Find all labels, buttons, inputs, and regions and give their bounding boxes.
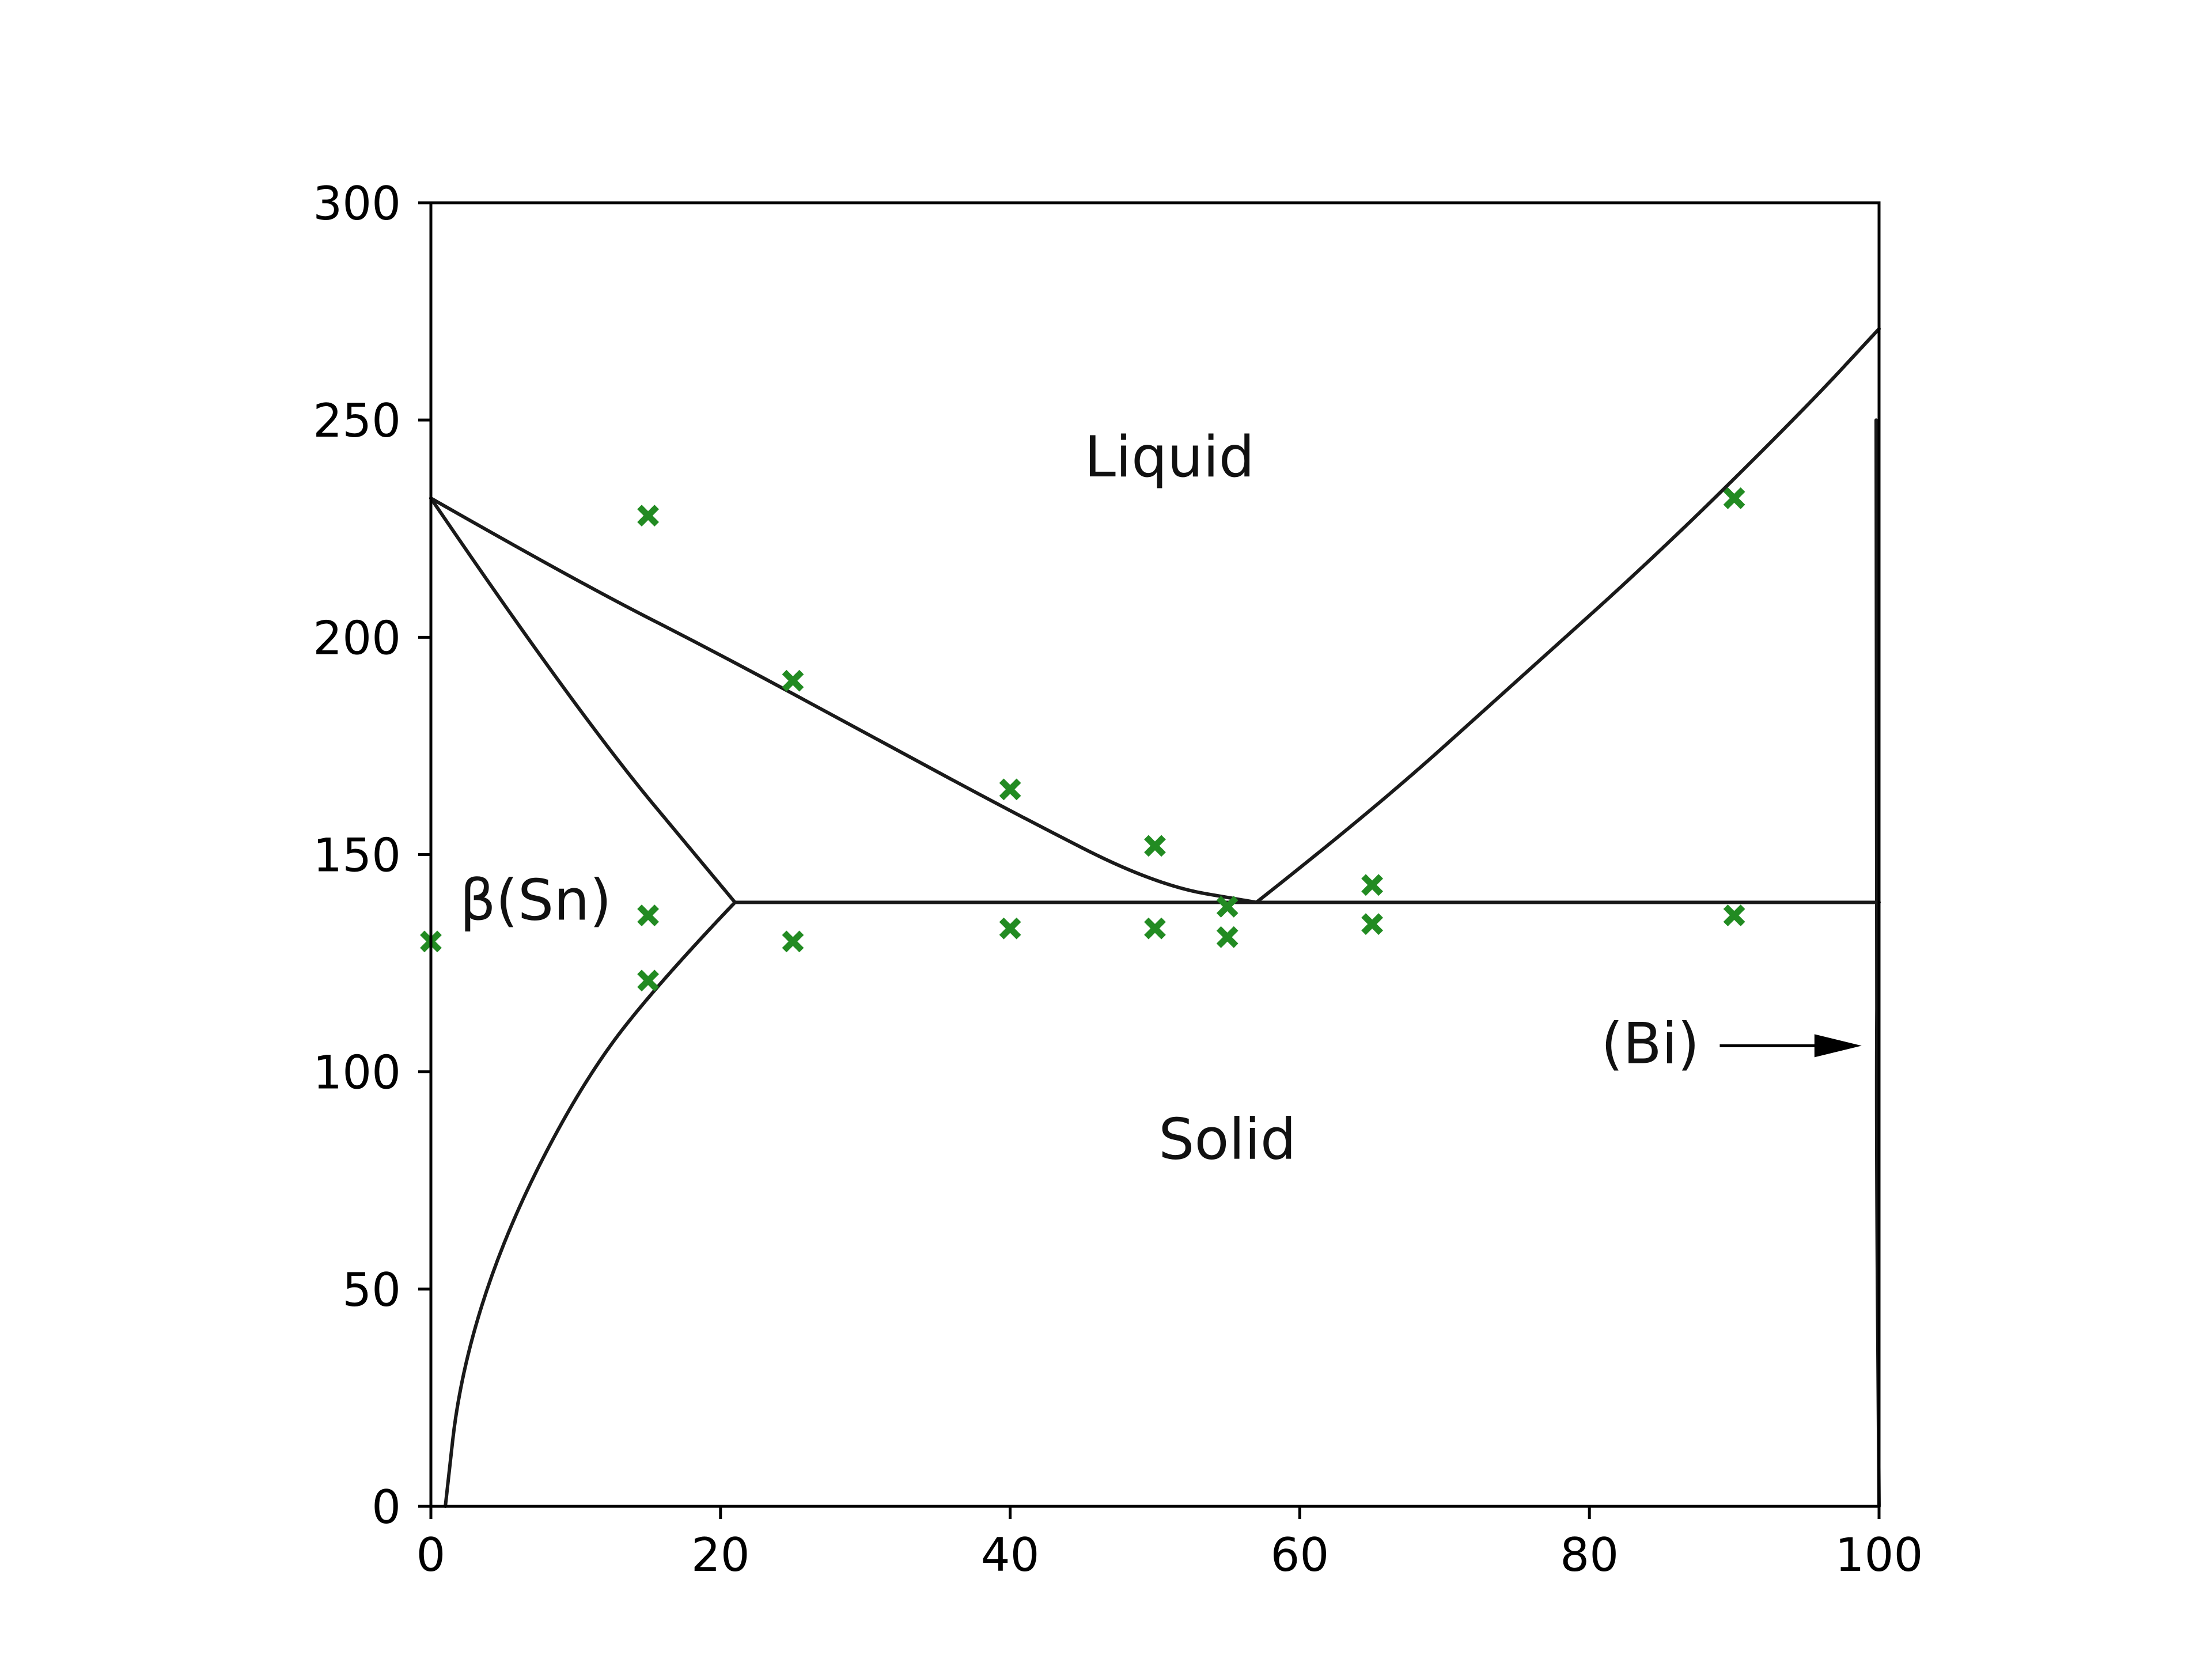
data-point (999, 778, 1021, 801)
region-label-beta-sn: β(Sn) (460, 868, 611, 934)
y-tick-label: 200 (313, 611, 401, 665)
data-point (782, 669, 804, 692)
region-label-solid: Solid (1158, 1107, 1296, 1173)
data-point (637, 904, 659, 926)
bi-arrow-head (1814, 1034, 1862, 1058)
data-point (1361, 913, 1383, 935)
y-tick-label: 250 (313, 394, 401, 448)
data-markers (420, 487, 1745, 992)
region-label-liquid: Liquid (1084, 425, 1255, 490)
data-point (1144, 835, 1166, 857)
y-tick-label: 100 (313, 1046, 401, 1100)
phase-boundary-bi-boundary (1874, 418, 1881, 1508)
data-point (1144, 917, 1166, 940)
data-point (782, 930, 804, 953)
data-point (999, 917, 1021, 940)
phase-boundary-liquidus-sn (429, 496, 1258, 904)
x-axis: 0 20 40 60 80 100 (416, 1506, 1923, 1582)
phase-boundary-solvus-sn (444, 900, 737, 1508)
phase-boundaries (429, 327, 1881, 1508)
data-point (1216, 896, 1238, 918)
x-tick-label: 100 (1835, 1528, 1923, 1582)
region-label-bi: (Bi) (1601, 1012, 1699, 1077)
data-point (1361, 874, 1383, 896)
x-tick-label: 60 (1271, 1528, 1330, 1582)
y-tick-label: 300 (313, 177, 401, 230)
y-axis: 0 50 100 150 200 250 300 (313, 177, 431, 1534)
x-tick-label: 80 (1560, 1528, 1619, 1582)
y-tick-label: 0 (372, 1480, 401, 1534)
y-tick-label: 150 (313, 829, 401, 882)
phase-boundary-liquidus-bi (1255, 327, 1881, 904)
data-point (1723, 487, 1745, 509)
data-point (637, 969, 659, 992)
data-point (637, 505, 659, 527)
phase-boundary-solidus-sn (429, 496, 737, 904)
data-point (1216, 926, 1238, 948)
x-tick-label: 20 (691, 1528, 750, 1582)
bi-arrow (1719, 1034, 1862, 1058)
x-tick-label: 40 (981, 1528, 1040, 1582)
y-tick-label: 50 (342, 1263, 401, 1317)
x-tick-label: 0 (416, 1528, 446, 1582)
data-point (1723, 904, 1745, 926)
